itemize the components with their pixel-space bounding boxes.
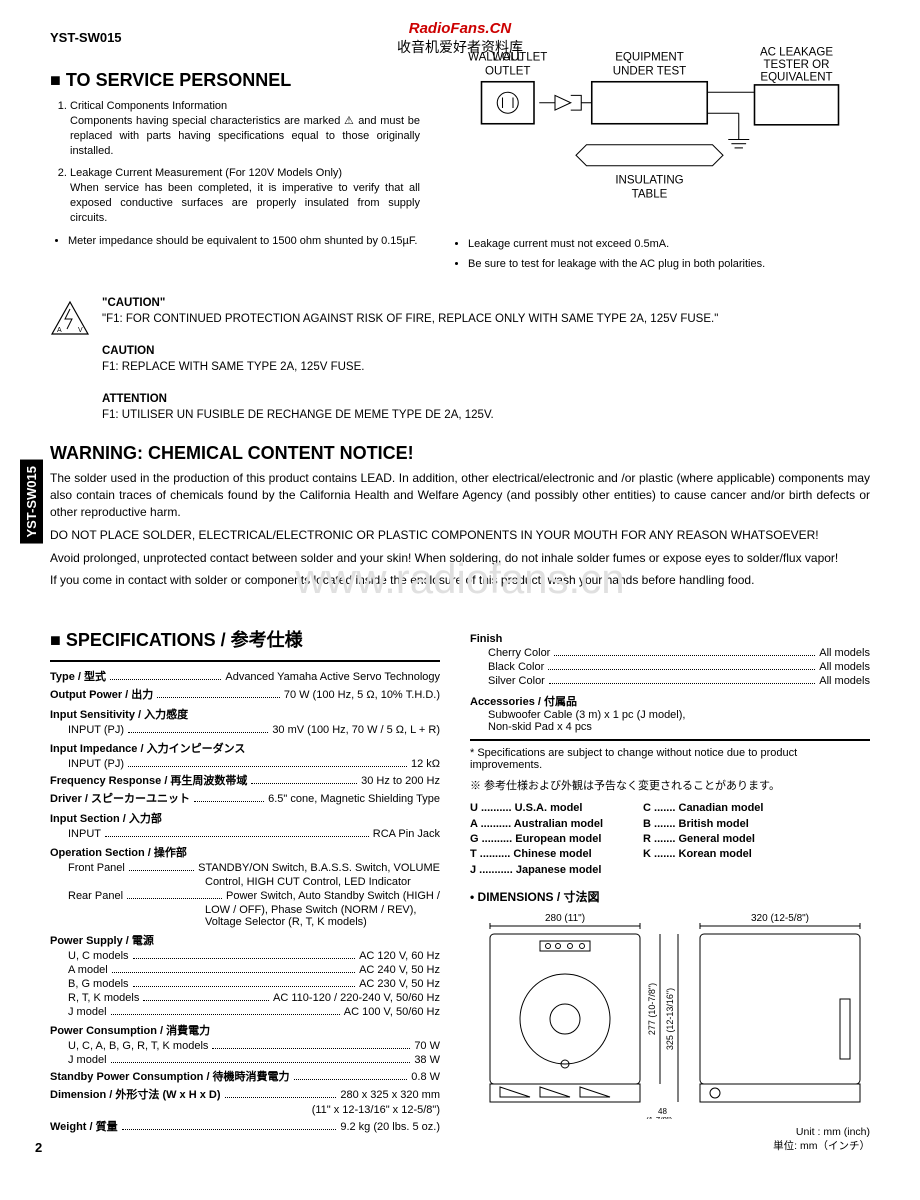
svg-text:AC LEAKAGE: AC LEAKAGE bbox=[760, 47, 833, 59]
svg-text:EQUIPMENT: EQUIPMENT bbox=[615, 52, 684, 64]
caution-text: "CAUTION" "F1: FOR CONTINUED PROTECTION … bbox=[102, 295, 718, 424]
brand-red: RadioFans.CN bbox=[397, 20, 523, 37]
finish-block: Finish Cherry ColorAll modelsBlack Color… bbox=[470, 633, 870, 733]
svg-text:320 (12-5/8"): 320 (12-5/8") bbox=[751, 913, 809, 924]
page: YST-SW015 RadioFans.CN 收音机爱好者资料库 YST-SW0… bbox=[0, 0, 920, 1173]
warning-title: WARNING: CHEMICAL CONTENT NOTICE! bbox=[50, 443, 870, 464]
brand-cn: 收音机爱好者资料库 bbox=[397, 37, 523, 57]
service-title-text: TO SERVICE PERSONNEL bbox=[66, 70, 291, 90]
svg-text:EQUIVALENT: EQUIVALENT bbox=[760, 72, 832, 84]
right-bullets: Leakage current must not exceed 0.5mA. B… bbox=[450, 237, 870, 272]
unit-label: Unit : mm (inch) 単位: mm（インチ） bbox=[470, 1126, 870, 1153]
right-bullet-1: Leakage current must not exceed 0.5mA. bbox=[468, 237, 870, 252]
service-item-2: Leakage Current Measurement (For 120V Mo… bbox=[70, 166, 420, 225]
spec-note-jp: ※ 参考仕様および外観は予告なく変更されることがあります。 bbox=[470, 777, 870, 793]
specs-section: ■ SPECIFICATIONS / 参考仕様 Type / 型式Advance… bbox=[50, 601, 870, 1153]
right-bullet-2: Be sure to test for leakage with the AC … bbox=[468, 257, 870, 272]
svg-text:INSULATING: INSULATING bbox=[615, 175, 683, 187]
leakage-diagram: WALL OUTLET OUTLET WALL EQUIPMENT UNDER … bbox=[450, 45, 870, 234]
left-bullets: Meter impedance should be equivalent to … bbox=[50, 234, 420, 249]
page-number: 2 bbox=[35, 1140, 42, 1155]
model-codes: U .......... U.S.A. modelA .......... Au… bbox=[470, 801, 870, 878]
svg-text:A: A bbox=[57, 327, 62, 334]
warning-p3: Avoid prolonged, unprotected contact bet… bbox=[50, 550, 870, 567]
svg-text:TESTER OR: TESTER OR bbox=[764, 59, 830, 71]
svg-text:UNDER TEST: UNDER TEST bbox=[613, 65, 686, 77]
warning-p4: If you come in contact with solder or co… bbox=[50, 572, 870, 589]
dimensions-diagram: 280 (11") 277 (10-7/8") 325 (12-13/16") bbox=[470, 909, 870, 1119]
svg-text:TABLE: TABLE bbox=[632, 188, 668, 200]
caution-block: A V "CAUTION" "F1: FOR CONTINUED PROTECT… bbox=[50, 295, 870, 424]
left-bullet-1: Meter impedance should be equivalent to … bbox=[68, 234, 420, 249]
section-title-service: ■ TO SERVICE PERSONNEL bbox=[50, 70, 420, 91]
side-tab: YST-SW015 bbox=[20, 460, 43, 544]
service-section: ■ TO SERVICE PERSONNEL Critical Componen… bbox=[50, 45, 870, 277]
svg-text:V: V bbox=[78, 327, 83, 334]
dimensions-title: • DIMENSIONS / 寸法図 bbox=[470, 888, 870, 905]
caution-icon: A V bbox=[50, 295, 90, 424]
warning-p2: DO NOT PLACE SOLDER, ELECTRICAL/ELECTRON… bbox=[50, 527, 870, 544]
svg-text:OUTLET: OUTLET bbox=[485, 65, 531, 77]
service-list: Critical Components Information Componen… bbox=[50, 99, 420, 226]
specs-title: ■ SPECIFICATIONS / 参考仕様 bbox=[50, 626, 440, 652]
service-item-1: Critical Components Information Componen… bbox=[70, 99, 420, 158]
svg-text:(1-7/8"): (1-7/8") bbox=[646, 1116, 673, 1119]
svg-text:280 (11"): 280 (11") bbox=[545, 913, 585, 924]
svg-text:48: 48 bbox=[658, 1107, 667, 1116]
svg-text:325 (12-13/16"): 325 (12-13/16") bbox=[665, 988, 675, 1050]
warning-p1: The solder used in the production of thi… bbox=[50, 470, 870, 520]
spec-note-en: * Specifications are subject to change w… bbox=[470, 747, 870, 771]
header-brand: RadioFans.CN 收音机爱好者资料库 bbox=[397, 20, 523, 57]
svg-text:277 (10-7/8"): 277 (10-7/8") bbox=[647, 983, 657, 1035]
specs-left-list: Type / 型式Advanced Yamaha Active Servo Te… bbox=[50, 668, 440, 1134]
